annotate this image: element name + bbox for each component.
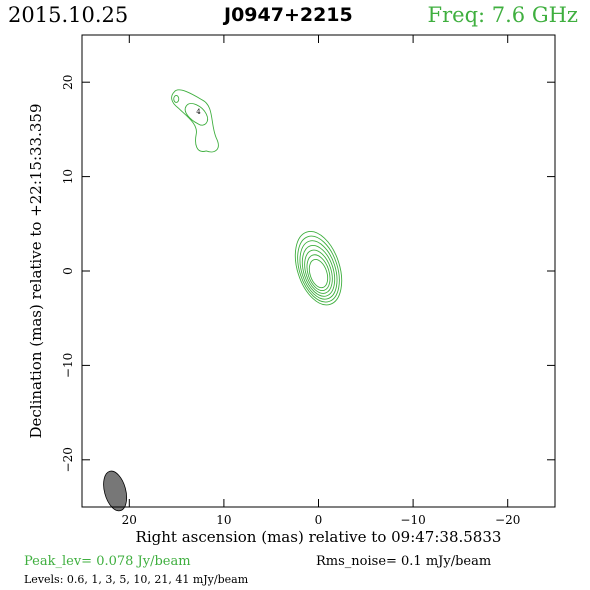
peak-level: Peak_lev= 0.078 Jy/beam: [24, 554, 191, 569]
contour-levels: Levels: 0.6, 1, 3, 5, 10, 21, 41 mJy/bea…: [24, 573, 249, 586]
core-contour: [294, 230, 343, 306]
x-tick-label: 0: [315, 513, 323, 527]
frequency-label: Freq: 7.6 GHz: [427, 3, 578, 27]
jet-contour-mid: [184, 103, 208, 126]
y-tick-label: 20: [61, 75, 75, 90]
core-contour: [299, 240, 338, 300]
core-contour: [308, 258, 329, 289]
y-tick-label: −20: [61, 447, 75, 472]
y-tick-label: 10: [61, 169, 75, 184]
x-tick-label: −20: [495, 513, 520, 527]
x-tick-label: 10: [216, 513, 231, 527]
y-tick-label: −10: [61, 353, 75, 378]
plot-frame: [81, 34, 556, 508]
component-label: 4: [196, 108, 201, 116]
source-name: J0947+2215: [224, 4, 353, 26]
x-tick-label: −10: [400, 513, 425, 527]
core-contour: [306, 254, 331, 292]
x-tick-label: 20: [122, 513, 137, 527]
jet-contour-knot: [173, 95, 180, 103]
observation-date: 2015.10.25: [8, 3, 129, 27]
core-contour: [301, 244, 336, 297]
core-contour: [304, 249, 333, 294]
y-tick-label: 0: [61, 267, 75, 275]
rms-noise: Rms_noise= 0.1 mJy/beam: [316, 554, 492, 569]
jet-contour-outer: [171, 89, 219, 153]
contour-group: [171, 89, 343, 306]
beam-ellipse: [103, 470, 128, 512]
tick-group: 20 10 0 −10 −20 20 10 0 −10 −20: [61, 35, 555, 527]
y-axis-label: Declination (mas) relative to +22:15:33.…: [27, 103, 45, 438]
x-axis-label: Right ascension (mas) relative to 09:47:…: [136, 528, 502, 546]
core-contour: [297, 235, 340, 303]
